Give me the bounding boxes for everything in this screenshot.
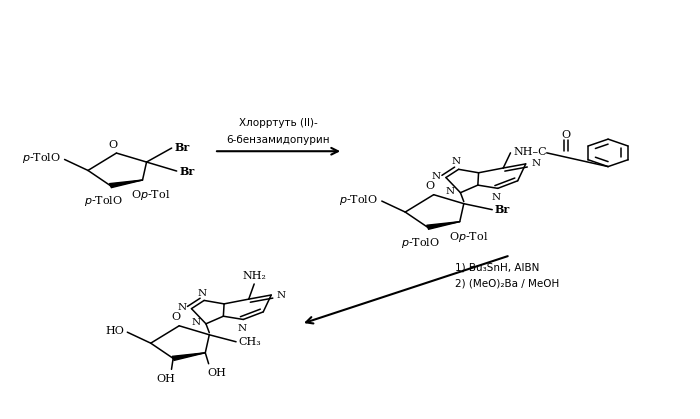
Text: N: N (432, 172, 441, 181)
Text: N: N (197, 289, 206, 297)
Text: N: N (177, 303, 187, 312)
Text: 6-бензамидопурин: 6-бензамидопурин (227, 135, 330, 145)
Polygon shape (427, 222, 460, 229)
Text: OH: OH (208, 368, 226, 378)
Text: OH: OH (157, 373, 175, 383)
Text: N: N (276, 290, 286, 300)
Text: N: N (452, 158, 461, 166)
Text: $p$-TolO: $p$-TolO (340, 193, 378, 207)
Text: O: O (171, 313, 181, 323)
Text: O: O (108, 140, 118, 150)
Text: CH₃: CH₃ (239, 337, 262, 347)
Text: O: O (426, 181, 435, 191)
Text: N: N (531, 159, 540, 168)
Text: 1) Bu₃SnH, AIBN: 1) Bu₃SnH, AIBN (454, 263, 539, 273)
Polygon shape (172, 353, 205, 360)
Text: N: N (492, 192, 501, 202)
Text: N: N (191, 318, 200, 328)
Polygon shape (109, 180, 143, 188)
Text: O$p$-Tol: O$p$-Tol (449, 230, 488, 244)
Text: $p$-TolO: $p$-TolO (22, 151, 61, 165)
Text: N: N (446, 187, 455, 197)
Text: Br: Br (174, 142, 190, 153)
Text: HO: HO (105, 326, 124, 336)
Text: $p$-TolO: $p$-TolO (84, 194, 123, 208)
Text: $p$-TolO: $p$-TolO (401, 235, 440, 250)
Text: O$p$-Tol: O$p$-Tol (132, 189, 171, 202)
Text: NH₂: NH₂ (242, 271, 266, 281)
Text: N: N (237, 323, 246, 333)
Text: NH–C: NH–C (514, 147, 547, 157)
Text: Хлорртуть (II)-: Хлорртуть (II)- (239, 118, 318, 128)
Text: Br: Br (495, 204, 510, 215)
Text: Br: Br (179, 166, 195, 177)
Text: 2) (MeO)₂Ba / MeOH: 2) (MeO)₂Ba / MeOH (454, 279, 559, 289)
Text: O: O (561, 129, 570, 140)
